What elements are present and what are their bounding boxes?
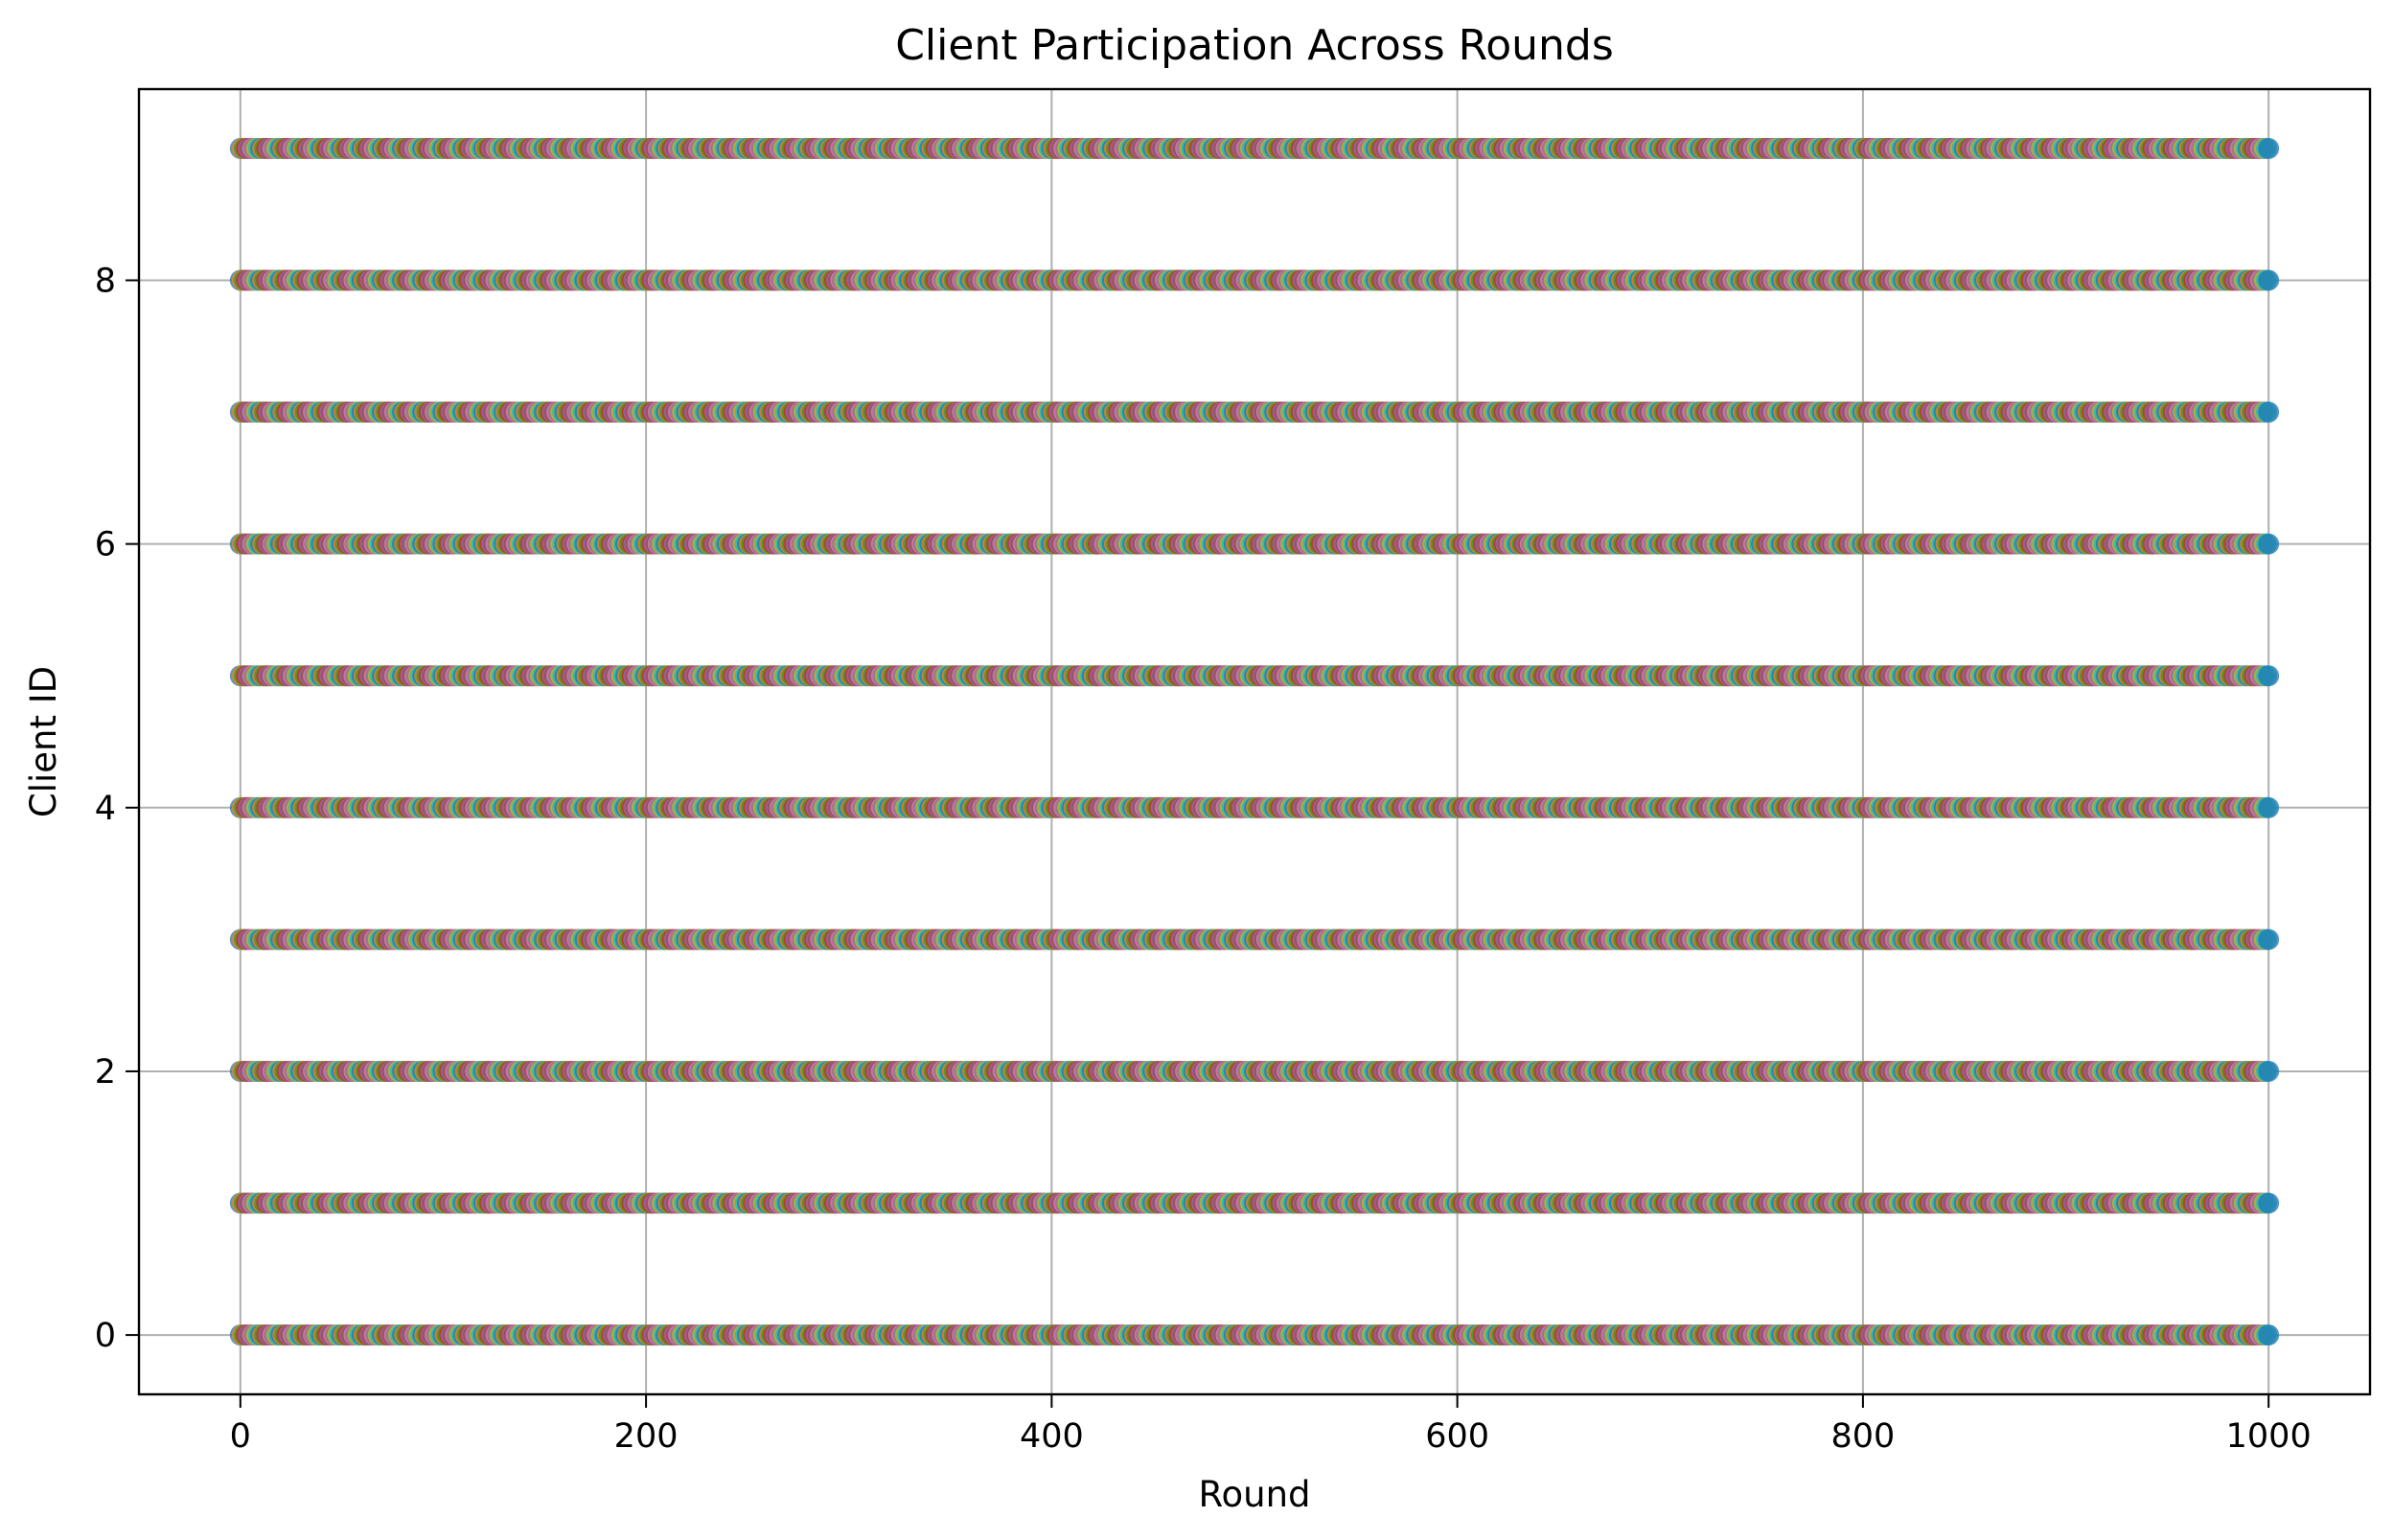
plot-area-background: [139, 89, 2370, 1394]
data-points: [229, 137, 2280, 1346]
